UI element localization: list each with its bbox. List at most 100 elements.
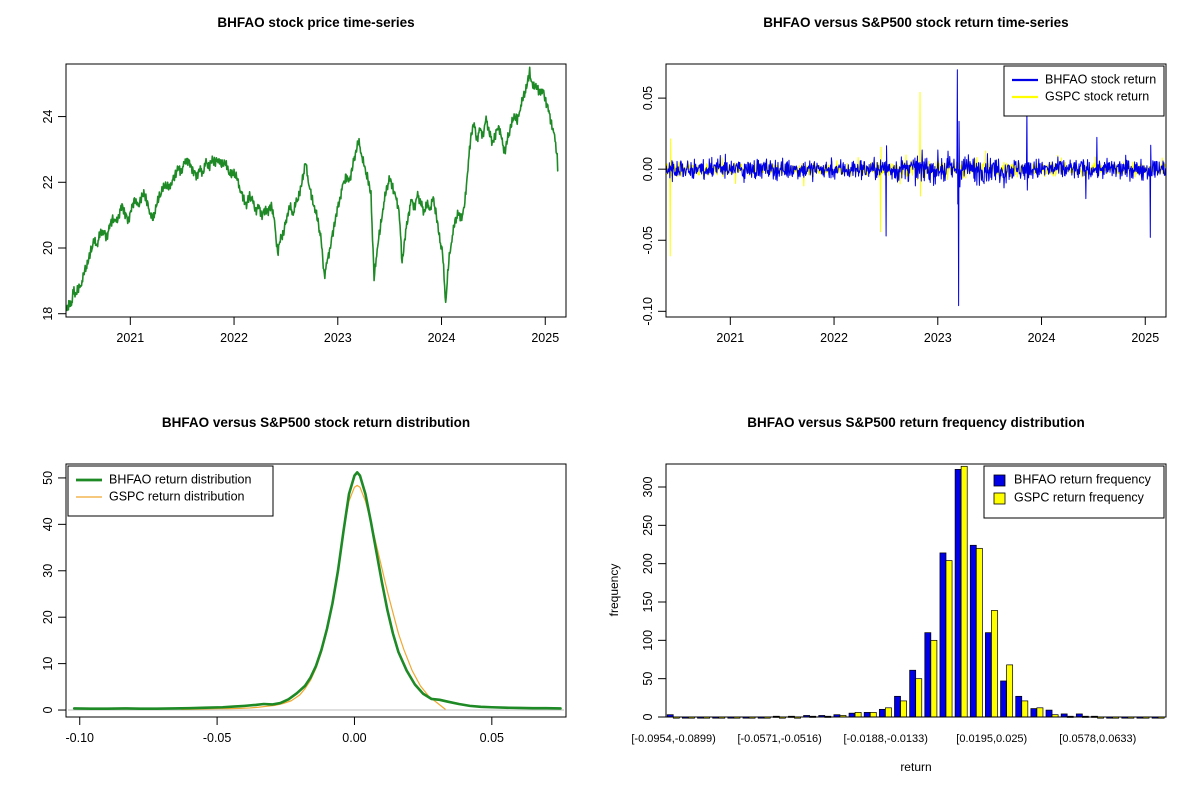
returns-axes: -0.10 -0.05 0.00 0.05 2021 2022 2023 2024 2025 [641, 86, 1159, 345]
density-legend[interactable]: BHFAO return distribution GSPC return dis… [67, 465, 274, 517]
histogram-bar [1006, 664, 1014, 718]
y-tick-label: 10 [41, 657, 55, 671]
panel-return-distribution: BHFAO versus S&P500 stock return distrib… [0, 400, 600, 800]
histogram-axes: 0 50 100 150 200 250 300 [-0.0954,-0.0899) [-0.0… [631, 477, 1136, 745]
x-tick-label: [-0.0571,-0.0516) [737, 733, 821, 745]
histogram-plot-box [665, 463, 1167, 718]
y-tick-label: 250 [641, 515, 655, 536]
histogram-bar [960, 465, 968, 718]
y-tick-label: 24 [41, 110, 55, 124]
density-plot-box [65, 463, 567, 718]
histogram-bar [991, 610, 998, 718]
density-series-group [68, 471, 564, 711]
y-tick-label: 30 [41, 564, 55, 578]
legend-item-label[interactable]: BHFAO return frequency [1014, 472, 1152, 486]
legend-item-label[interactable]: BHFAO return distribution [109, 472, 251, 486]
histogram-bar [848, 712, 856, 718]
histogram-bar [1015, 695, 1023, 718]
histogram-bar [930, 639, 938, 718]
x-tick-label: 2024 [428, 331, 456, 345]
x-tick-label: 2022 [220, 331, 248, 345]
histogram-bar [975, 547, 983, 718]
x-tick-label: [-0.0188,-0.0133) [844, 733, 928, 745]
price-series-group [66, 66, 559, 312]
y-tick-label: 20 [41, 241, 55, 255]
x-tick-label: -0.05 [203, 731, 232, 745]
y-tick-label: 22 [41, 175, 55, 189]
histogram-bar [885, 707, 892, 718]
returns-series-group [665, 69, 1167, 307]
x-tick-label: [-0.0954,-0.0899) [631, 733, 715, 745]
histogram-y-axis-label: frequency [607, 564, 621, 617]
histogram-bar [854, 712, 862, 718]
histogram-bar [1036, 707, 1044, 718]
x-tick-label: 2022 [820, 331, 848, 345]
x-tick-label: 0.05 [480, 731, 504, 745]
returns-chart-svg: BHFAO versus S&P500 stock return time-se… [641, 15, 1167, 345]
histogram-bar [863, 712, 871, 718]
gspc-density-curve [180, 484, 446, 710]
histogram-bar [969, 544, 977, 718]
histogram-bar [1021, 700, 1029, 718]
histogram-chart-title: BHFAO versus S&P500 return frequency dis… [747, 415, 1085, 430]
y-tick-label: 20 [41, 610, 55, 624]
returns-legend[interactable]: BHFAO stock return GSPC stock return [1003, 65, 1165, 117]
x-tick-label: [0.0578,0.0633) [1059, 733, 1136, 745]
legend-item-label[interactable]: GSPC return frequency [1014, 490, 1145, 504]
bhfao-return-line [665, 69, 1167, 307]
y-tick-label: 50 [641, 672, 655, 686]
histogram-bar [1045, 709, 1053, 718]
histogram-legend[interactable]: BHFAO return frequency GSPC return freque… [983, 465, 1165, 519]
x-tick-label: -0.10 [65, 731, 94, 745]
histogram-bar [924, 632, 932, 718]
y-tick-label: 0.05 [641, 86, 655, 110]
histogram-bar [939, 552, 947, 718]
bhfao-density-curve [72, 471, 562, 710]
y-tick-label: 0 [41, 707, 55, 714]
x-tick-label: 2025 [1131, 331, 1159, 345]
histogram-bar [1030, 708, 1038, 718]
y-tick-label: 100 [641, 630, 655, 651]
density-axes: 0 10 20 30 40 50 -0.10 -0.05 0.00 0.05 [41, 471, 504, 745]
histogram-chart-svg: BHFAO versus S&P500 return frequency dis… [607, 415, 1167, 774]
density-chart-title: BHFAO versus S&P500 stock return distrib… [162, 415, 470, 430]
legend-item-label[interactable]: GSPC return distribution [109, 489, 245, 503]
histogram-bar [915, 678, 923, 718]
price-line [66, 66, 559, 312]
histogram-bar [878, 708, 886, 718]
x-tick-label: [0.0195,0.025) [956, 733, 1027, 745]
y-tick-label: 150 [641, 592, 655, 613]
x-tick-label: 2023 [324, 331, 352, 345]
returns-chart-title: BHFAO versus S&P500 stock return time-se… [763, 15, 1068, 30]
histogram-bar [909, 669, 917, 718]
price-plot-box [65, 63, 567, 318]
legend-item-label[interactable]: GSPC stock return [1045, 89, 1149, 103]
histogram-bar [900, 700, 907, 718]
panel-return-frequency: BHFAO versus S&P500 return frequency dis… [600, 400, 1200, 800]
returns-plot-box [665, 63, 1167, 318]
panel-price-timeseries: BHFAO stock price time-series 18 20 22 24 20… [0, 0, 600, 400]
density-chart-svg: BHFAO versus S&P500 stock return distrib… [41, 415, 567, 745]
y-tick-label: 18 [41, 307, 55, 321]
x-tick-label: 2021 [716, 331, 744, 345]
x-tick-label: 2021 [116, 331, 144, 345]
legend-item-label[interactable]: BHFAO stock return [1045, 72, 1156, 86]
histogram-bar [1000, 680, 1007, 718]
y-tick-label: 40 [41, 517, 55, 531]
histogram-bar [954, 469, 962, 718]
x-tick-label: 2024 [1028, 331, 1056, 345]
panel-return-timeseries: BHFAO versus S&P500 stock return time-se… [600, 0, 1200, 400]
histogram-bar [945, 560, 953, 718]
y-tick-label: 0.00 [641, 157, 655, 181]
x-tick-label: 2025 [531, 331, 559, 345]
price-chart-svg: BHFAO stock price time-series 1820222420… [41, 15, 567, 345]
y-tick-label: 50 [41, 471, 55, 485]
y-tick-label: -0.05 [641, 226, 655, 255]
y-tick-label: 300 [641, 477, 655, 498]
histogram-bar [985, 632, 992, 718]
y-tick-label: 0 [641, 713, 655, 720]
x-tick-label: 2023 [924, 331, 952, 345]
histogram-bar [894, 695, 901, 718]
price-chart-title: BHFAO stock price time-series [217, 15, 414, 30]
